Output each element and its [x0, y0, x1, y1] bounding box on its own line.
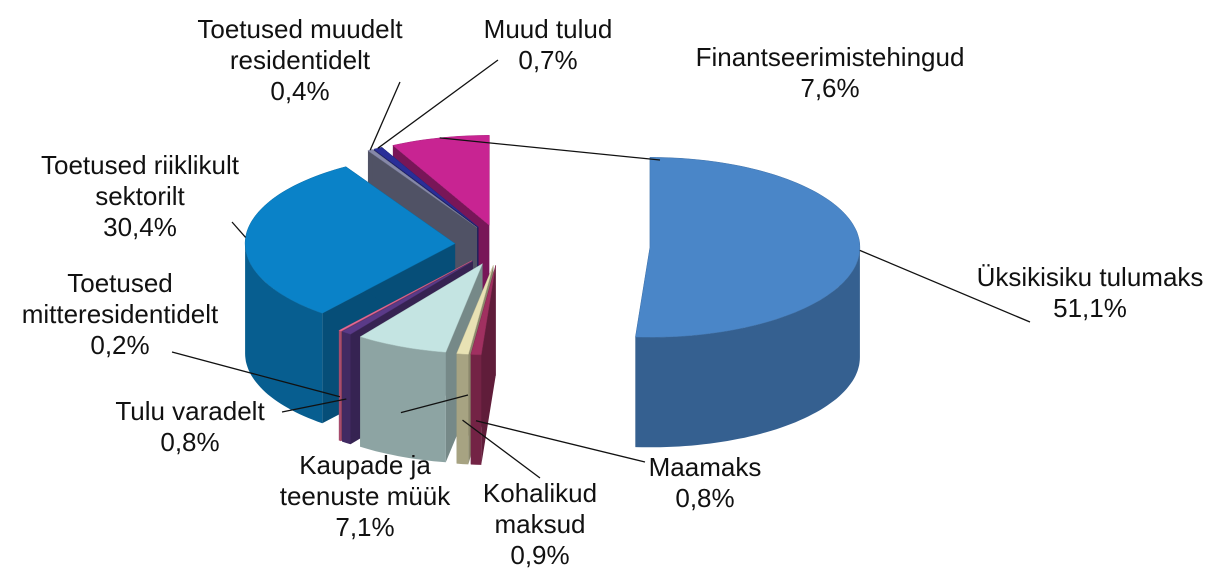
value-label: 0,8%	[160, 427, 220, 457]
slice-top	[341, 260, 473, 335]
slice-label: Kohalikud maksud 0,9%	[470, 478, 610, 571]
slice-label: Toetused riiklikult sektorilt 30,4%	[35, 150, 245, 243]
slice-wall	[470, 354, 482, 465]
leader-line	[231, 221, 247, 238]
value-label: 0,8%	[675, 483, 735, 513]
slice-wall	[635, 247, 860, 448]
value-label: 0,4%	[270, 76, 330, 106]
leader-line	[462, 419, 541, 479]
value-label: 7,1%	[335, 512, 395, 542]
slice-label: Kaupade ja teenuste müük 7,1%	[265, 450, 465, 543]
slice-label: Toetused mitteresidentidelt 0,2%	[0, 268, 250, 361]
slice-wall	[245, 243, 323, 424]
category: Muud tulud	[483, 14, 613, 44]
slice	[635, 157, 861, 448]
category: Üksikisiku tulumaks	[976, 262, 1204, 292]
slice-wall	[338, 330, 341, 442]
value-label: 51,1%	[1053, 293, 1127, 323]
category: Toetused mitteresidentidelt	[21, 268, 219, 329]
slice-wall	[456, 353, 469, 465]
category: Kohalikud maksud	[482, 478, 598, 539]
leader-line	[439, 137, 661, 161]
slice-label: Finantseerimistehingud 7,6%	[670, 42, 990, 104]
leader-line	[281, 398, 347, 413]
leader-line	[475, 420, 646, 463]
leader-line	[377, 59, 499, 149]
slice-label: Üksikisiku tulumaks 51,1%	[955, 262, 1225, 324]
slice-label: Maamaks 0,8%	[630, 452, 780, 514]
value-label: 30,4%	[103, 212, 177, 242]
slice-label: Tulu varadelt 0,8%	[95, 396, 285, 458]
category: Tulu varadelt	[115, 396, 265, 426]
category: Toetused muudelt residentidelt	[197, 14, 403, 75]
value-label: 0,2%	[90, 330, 150, 360]
category: Finantseerimistehingud	[695, 42, 965, 72]
slice-top	[338, 260, 472, 332]
slice-top	[359, 263, 484, 353]
leader-line	[400, 394, 469, 414]
value-label: 0,9%	[510, 540, 570, 570]
slice-label: Toetused muudelt residentidelt 0,4%	[170, 14, 430, 107]
value-label: 7,6%	[800, 73, 860, 103]
leader-line	[369, 81, 401, 151]
leader-line	[859, 249, 1031, 323]
value-label: 0,7%	[518, 45, 578, 75]
slice-wall	[342, 331, 351, 445]
category: Maamaks	[648, 452, 762, 482]
leader-line	[171, 351, 341, 398]
slice-wall	[360, 336, 446, 463]
slice-top	[456, 264, 494, 355]
slice-top	[470, 265, 497, 356]
category: Toetused riiklikult sektorilt	[41, 150, 239, 211]
slice	[470, 265, 497, 465]
slice-label: Muud tulud 0,7%	[478, 14, 618, 76]
category: Kaupade ja teenuste müük	[279, 450, 451, 511]
